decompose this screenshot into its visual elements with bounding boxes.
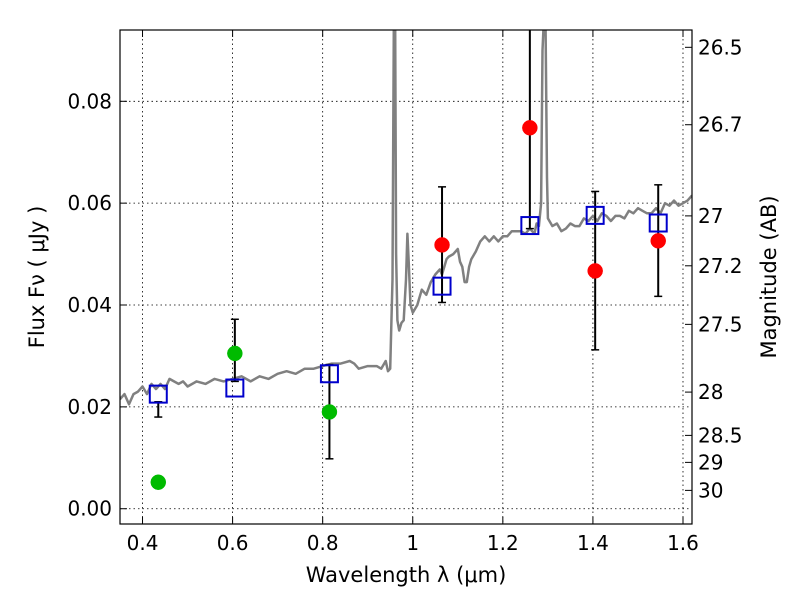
grid — [120, 30, 692, 524]
x-tick-label: 1.4 — [577, 531, 609, 555]
spectrum-line — [120, 30, 692, 406]
data-point — [150, 474, 167, 490]
right-tick-label: 28 — [698, 380, 723, 404]
x-axis-label: Wavelength λ (μm) — [306, 563, 507, 587]
right-tick-label: 29 — [698, 450, 723, 474]
y-tick-label: 0.04 — [67, 293, 112, 317]
tick-layer — [120, 30, 692, 524]
model-square — [148, 384, 168, 404]
label-layer: 0.4 0.6 0.8 1 1.2 1.4 1.6 0.00 0.02 0.04 0.06 0.08 2… — [67, 35, 742, 555]
right-tick-label: 30 — [698, 478, 723, 502]
spectrum-layer — [120, 30, 692, 406]
x-tick-label: 0.4 — [127, 531, 159, 555]
right-tick-label: 27.2 — [698, 254, 743, 278]
model-square — [585, 205, 605, 225]
data-point — [321, 404, 338, 420]
plot-frame — [119, 29, 693, 525]
x-tick-label: 1 — [406, 531, 419, 555]
x-tick-label: 0.8 — [307, 531, 339, 555]
x-tick-label: 1.6 — [667, 531, 699, 555]
y-axis-label: Flux Fν ( μJy ) — [25, 206, 49, 349]
marker-layer — [148, 120, 668, 490]
data-point — [227, 345, 243, 362]
y-tick-label: 0.08 — [67, 89, 112, 113]
model-square — [319, 364, 339, 384]
right-tick-label: 26.5 — [698, 35, 743, 59]
model-square — [520, 216, 540, 236]
right-axis-label: Magnitude (AB) — [757, 195, 781, 358]
model-square — [225, 378, 245, 398]
data-point — [650, 233, 666, 249]
right-tick-label: 27 — [698, 204, 723, 228]
y-tick-label: 0.00 — [67, 497, 112, 521]
model-square — [648, 213, 668, 233]
model-square — [432, 276, 452, 296]
x-tick-label: 0.6 — [217, 531, 249, 555]
data-point — [434, 237, 450, 253]
data-point — [587, 263, 603, 279]
y-tick-label: 0.02 — [67, 395, 112, 419]
right-tick-label: 27.5 — [698, 312, 743, 336]
y-tick-label: 0.06 — [67, 191, 112, 215]
right-tick-label: 28.5 — [698, 423, 743, 447]
data-point — [522, 120, 538, 136]
x-tick-label: 1.2 — [487, 531, 519, 555]
right-tick-label: 26.7 — [698, 113, 743, 137]
